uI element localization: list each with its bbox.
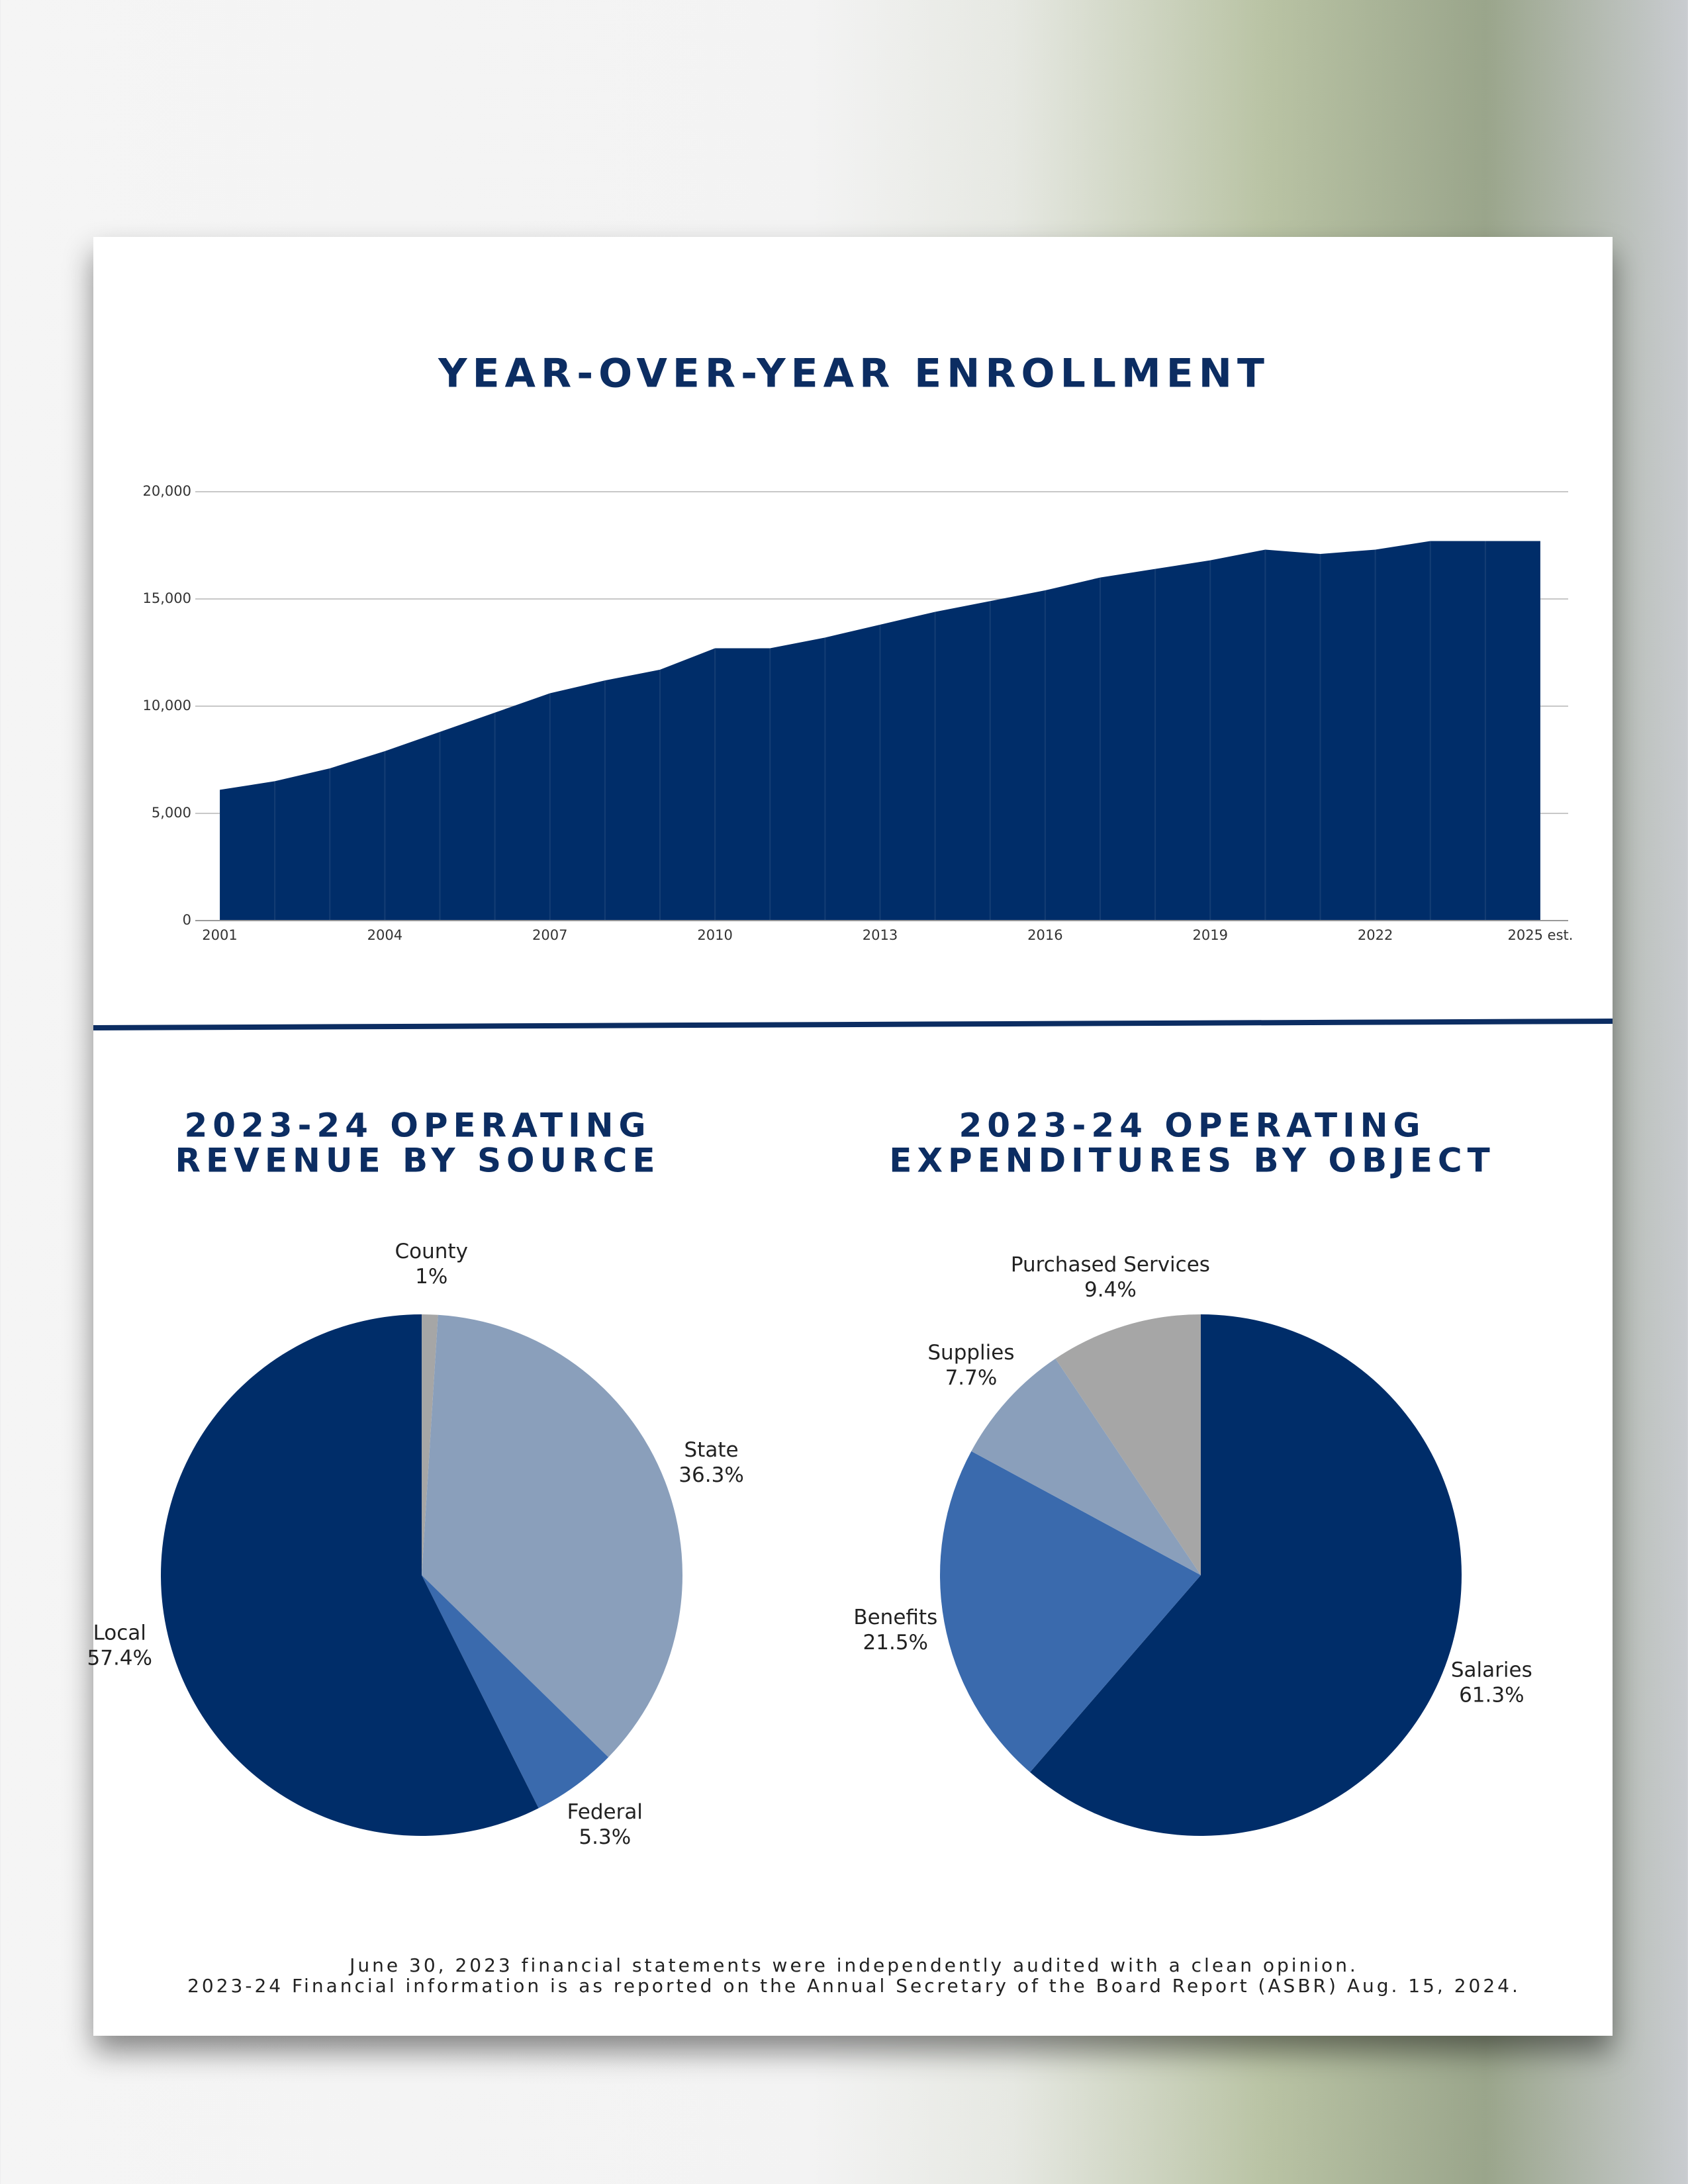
pie-slice xyxy=(1055,1314,1201,1575)
slice-value: 9.4% xyxy=(1084,1278,1137,1302)
x-tick-label: 2025 est. xyxy=(1508,927,1573,943)
x-tick-label: 2019 xyxy=(1193,927,1228,943)
slice-value: 7.7% xyxy=(945,1366,998,1390)
pie-slice xyxy=(422,1575,609,1809)
slice-value: 57.4% xyxy=(87,1647,152,1670)
slice-label: Federal xyxy=(567,1800,643,1824)
slice-label: State xyxy=(684,1438,739,1462)
slice-value: 1% xyxy=(415,1265,447,1289)
pie-slice xyxy=(940,1451,1201,1772)
footnote: 2023-24 Financial information is as repo… xyxy=(187,1975,1521,1997)
slice-label: Local xyxy=(93,1621,146,1645)
footnote: June 30, 2023 financial statements were … xyxy=(348,1954,1358,1976)
pie-slice xyxy=(1030,1314,1462,1836)
area xyxy=(220,541,1540,921)
chart-title: REVENUE BY SOURCE xyxy=(175,1142,661,1180)
divider xyxy=(93,1019,1613,1030)
chart-title: EXPENDITURES BY OBJECT xyxy=(889,1142,1495,1180)
slice-value: 5.3% xyxy=(579,1825,631,1849)
chart-title: 2023-24 OPERATING xyxy=(184,1107,651,1145)
pie-slice xyxy=(422,1314,438,1575)
y-tick-label: 20,000 xyxy=(143,483,191,499)
x-tick-label: 2007 xyxy=(532,927,567,943)
slice-label: Benefits xyxy=(853,1606,937,1629)
slice-label: County xyxy=(395,1240,468,1263)
pie-slice xyxy=(971,1358,1201,1575)
pie-slice xyxy=(161,1314,539,1836)
pie-slice xyxy=(422,1314,682,1758)
y-tick-label: 10,000 xyxy=(143,698,191,713)
x-tick-label: 2001 xyxy=(202,927,237,943)
x-tick-label: 2013 xyxy=(863,927,898,943)
slice-label: Salaries xyxy=(1451,1658,1532,1682)
slice-value: 36.3% xyxy=(679,1463,743,1487)
slice-value: 61.3% xyxy=(1459,1683,1524,1707)
y-tick-label: 0 xyxy=(183,912,191,928)
chart-title: 2023-24 OPERATING xyxy=(959,1107,1425,1145)
chart-title: YEAR-OVER-YEAR ENROLLMENT xyxy=(438,351,1270,397)
x-tick-label: 2004 xyxy=(367,927,402,943)
slice-label: Purchased Services xyxy=(1011,1253,1210,1277)
slice-label: Supplies xyxy=(927,1341,1014,1365)
y-tick-label: 5,000 xyxy=(152,805,191,821)
y-tick-label: 15,000 xyxy=(143,590,191,606)
slice-value: 21.5% xyxy=(863,1631,928,1655)
x-tick-label: 2010 xyxy=(697,927,732,943)
x-tick-label: 2022 xyxy=(1358,927,1393,943)
x-tick-label: 2016 xyxy=(1027,927,1062,943)
